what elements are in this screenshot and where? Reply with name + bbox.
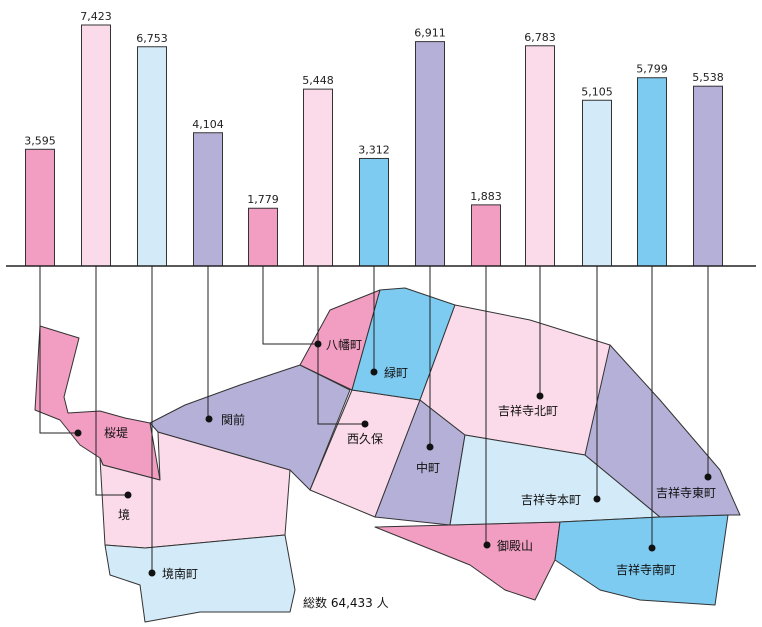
value-label-sekimae: 4,104	[192, 118, 224, 131]
marker-kichijoji-minamicho	[648, 544, 656, 552]
bar-sakurazutsumi	[25, 148, 55, 267]
bar-kichijoji-higashicho	[693, 85, 723, 267]
marker-nakacho	[426, 443, 434, 451]
district-map	[34, 287, 741, 623]
bar-kichijoji-minamicho	[637, 77, 667, 267]
district-goten-yama	[374, 521, 561, 601]
bar-nakacho	[415, 41, 445, 267]
value-label-nishikubo: 5,448	[302, 74, 334, 87]
marker-midoricho	[370, 368, 378, 376]
marker-kichijoji-honcho	[593, 495, 601, 503]
connector-lines	[39, 266, 709, 573]
value-label-sakai: 7,423	[80, 10, 112, 23]
connector-sakai	[95, 266, 128, 496]
district-kichijoji-minamicho	[554, 514, 729, 606]
connector-hachimancho	[262, 266, 318, 345]
bar-midoricho	[359, 157, 389, 267]
district-kyonancho	[104, 534, 296, 623]
district-sekimae	[149, 364, 351, 491]
area-label-nishikubo: 西久保	[347, 432, 383, 446]
marker-nishikubo	[361, 420, 369, 428]
value-label-hachimancho: 1,779	[247, 193, 279, 206]
marker-hachimancho	[314, 340, 322, 348]
marker-sakurazutsumi	[74, 429, 82, 437]
area-label-sakai: 境	[118, 507, 130, 522]
value-label-midoricho: 3,312	[358, 143, 390, 156]
area-label-kyonancho: 境南町	[162, 566, 198, 581]
value-label-kichijoji-minamicho: 5,799	[636, 63, 668, 76]
marker-kichijoji-kitamachi	[536, 392, 544, 400]
connector-nishikubo	[317, 266, 365, 425]
bar-kichijoji-kitamachi	[525, 45, 555, 267]
value-label-kyonancho: 6,753	[136, 32, 168, 45]
value-label-kichijoji-kitamachi: 6,783	[524, 31, 556, 44]
connector-sakurazutsumi	[39, 266, 78, 434]
bar-nishikubo	[303, 88, 333, 267]
area-label-goten-yama: 御殿山	[497, 538, 533, 553]
bar-hachimancho	[248, 207, 278, 267]
bar-kichijoji-honcho	[582, 99, 612, 267]
value-label-goten-yama: 1,883	[470, 190, 502, 203]
marker-sekimae	[205, 415, 213, 423]
area-label-sekimae: 関前	[221, 412, 245, 427]
district-sakurazutsumi	[34, 325, 161, 481]
area-label-kichijoji-minamicho: 吉祥寺南町	[616, 562, 676, 577]
area-label-kichijoji-kitamachi: 吉祥寺北町	[498, 404, 558, 418]
area-label-kichijoji-honcho: 吉祥寺本町	[521, 493, 581, 507]
area-label-kichijoji-higashicho: 吉祥寺東町	[656, 486, 716, 500]
area-label-nakacho: 中町	[416, 460, 440, 475]
bar-sakai	[81, 24, 111, 267]
value-label-kichijoji-honcho: 5,105	[581, 85, 613, 98]
bar-kyonancho	[137, 46, 167, 267]
marker-kyonancho	[148, 569, 156, 577]
area-label-hachimancho: 八幡町	[326, 337, 362, 352]
marker-sakai	[124, 491, 132, 499]
value-label-kichijoji-higashicho: 5,538	[692, 71, 724, 84]
marker-goten-yama	[483, 541, 491, 549]
total-population-label: 総数 64,433 人	[303, 595, 389, 610]
value-label-nakacho: 6,911	[414, 27, 446, 40]
bar-goten-yama	[471, 204, 501, 267]
marker-kichijoji-higashicho	[704, 473, 712, 481]
area-label-sakurazutsumi: 桜堤	[104, 426, 128, 440]
bar-sekimae	[193, 132, 223, 267]
value-label-sakurazutsumi: 3,595	[24, 134, 56, 147]
bar-series	[25, 24, 723, 267]
value-labels: 3,595 7,423 6,753 4,104 1,779 5,448 3,312 6,911…	[24, 10, 724, 206]
area-label-midoricho: 緑町	[384, 365, 408, 380]
